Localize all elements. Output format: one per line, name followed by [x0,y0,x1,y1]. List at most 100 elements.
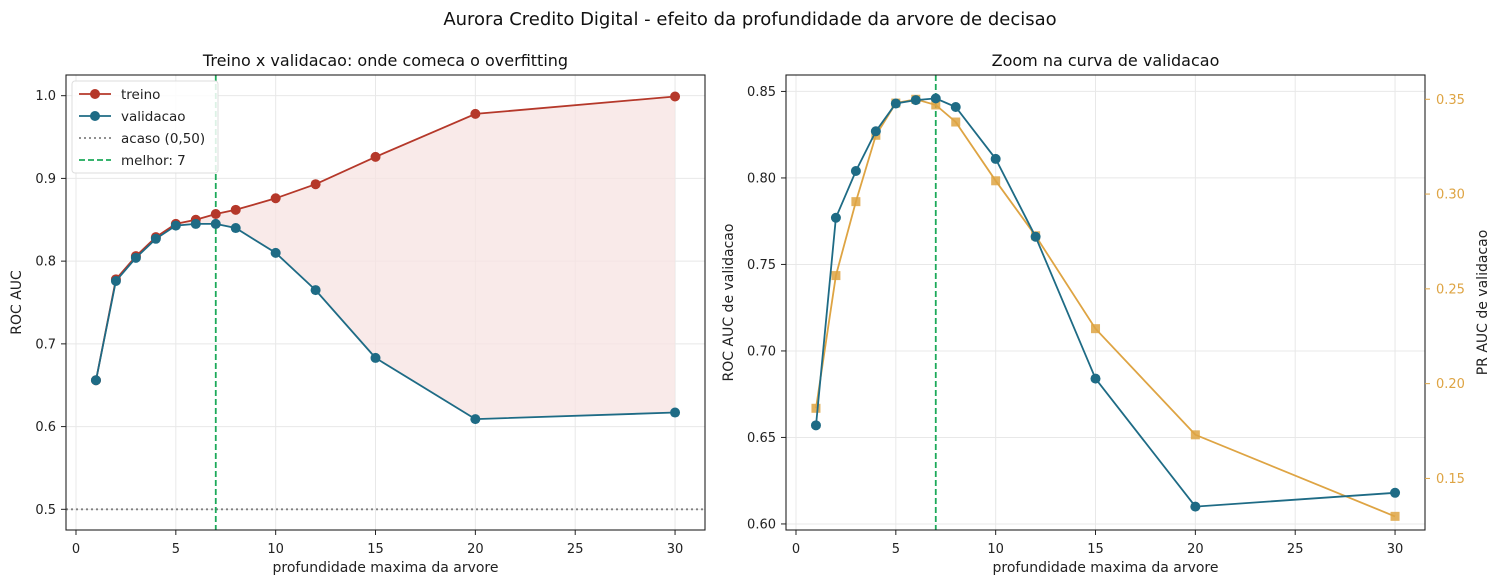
right-x-tick-label: 10 [987,542,1004,557]
point-treino [230,204,241,215]
right-chart-title: Zoom na curva de validacao [992,51,1220,70]
legend: treino validacao acaso (0,50) melhor: 7 [71,80,219,174]
point-validacao [130,252,141,263]
legend-acaso-label: acaso (0,50) [121,131,205,147]
right-y2-tick-label: 0.20 [1436,377,1465,392]
legend-box [71,80,219,174]
left-y-tick-label: 0.8 [35,255,56,270]
right-x-tick-label: 5 [892,542,900,557]
point-pr-auc [851,197,861,207]
chart-right: Zoom na curva de validacao 0 5 10 15 20 25 30 … [721,51,1491,576]
point-roc-auc [870,126,881,137]
right-y-tick-label: 0.85 [747,85,776,100]
left-y-axis-label: ROC AUC [9,270,25,335]
figure-title: Aurora Credito Digital - efeito da profu… [443,9,1056,30]
right-y-tick-label: 0.75 [747,258,776,273]
legend-item-validacao: validacao [79,109,186,125]
right-x-ticks: 0 5 10 15 20 25 30 [792,530,1403,557]
point-treino [310,179,321,190]
legend-melhor-label: melhor: 7 [121,153,186,169]
point-validacao [170,220,181,231]
right-x-tick-label: 30 [1387,542,1404,557]
legend-validacao-label: validacao [121,109,186,125]
point-validacao [670,407,681,418]
right-y-tick-label: 0.70 [747,344,776,359]
right-x-tick-label: 25 [1287,542,1304,557]
right-x-tick-label: 15 [1087,542,1104,557]
right-y-axis-label: ROC AUC de validacao [721,224,737,382]
left-x-tick-label: 0 [72,542,80,557]
point-validacao [370,352,381,363]
point-treino [270,193,281,204]
train-validation-gap-area [96,96,675,420]
right-x-tick-label: 0 [792,542,800,557]
right-x-axis-label: profundidade maxima da arvore [993,560,1219,576]
left-y-tick-label: 0.7 [35,337,56,352]
right-y2-tick-label: 0.30 [1436,188,1465,203]
point-treino [670,91,681,102]
point-validacao [150,233,161,244]
point-validacao [90,375,101,386]
legend-item-melhor: melhor: 7 [79,153,186,169]
right-y-tick-label: 0.80 [747,171,776,186]
point-pr-auc [951,117,961,127]
point-validacao [210,218,221,229]
point-roc-auc [810,420,821,431]
point-roc-auc [990,153,1001,164]
point-roc-auc [850,166,861,177]
left-x-axis-label: profundidade maxima da arvore [273,560,499,576]
right-y2-axis-label: PR AUC de validacao [1475,230,1491,376]
point-treino [370,151,381,162]
chart-left: Treino x validacao: onde comeca o overfi… [9,51,706,576]
point-validacao [110,275,121,286]
left-x-tick-label: 20 [467,542,484,557]
left-y-tick-label: 0.6 [35,420,56,435]
point-validacao [470,414,481,425]
right-grid [786,75,1425,530]
point-roc-auc [830,212,841,223]
point-pr-auc [1091,324,1101,334]
point-pr-auc [811,403,821,413]
right-y-tick-label: 0.60 [747,517,776,532]
right-y2-tick-label: 0.25 [1436,282,1465,297]
right-x-tick-label: 20 [1187,542,1204,557]
right-series [810,93,1401,521]
left-x-ticks: 0 5 10 15 20 25 30 [72,530,683,557]
point-validacao [270,247,281,258]
right-y-ticks: 0.60 0.65 0.70 0.75 0.80 0.85 [747,85,786,532]
left-y-tick-label: 0.9 [35,172,56,187]
point-roc-auc [1090,373,1101,384]
point-pr-auc [1190,430,1200,440]
point-roc-auc [950,102,961,113]
point-pr-auc [991,176,1001,186]
legend-item-acaso: acaso (0,50) [79,131,205,147]
point-roc-auc [930,93,941,104]
legend-item-treino: treino [79,87,160,103]
right-y-tick-label: 0.65 [747,431,776,446]
left-y-tick-label: 0.5 [35,503,56,518]
point-treino [210,208,221,219]
point-roc-auc [1030,231,1041,242]
right-y2-tick-label: 0.35 [1436,93,1465,108]
point-pr-auc [1390,511,1400,521]
line-roc-auc [815,97,1396,508]
point-treino [470,108,481,119]
point-roc-auc [910,95,921,106]
point-roc-auc [1190,501,1201,512]
legend-validacao-marker [90,111,100,121]
point-validacao [310,285,321,296]
point-roc-auc [890,98,901,109]
left-x-tick-label: 5 [172,542,180,557]
point-validacao [190,218,201,229]
right-y2-tick-label: 0.15 [1436,472,1465,487]
point-pr-auc [831,271,841,281]
legend-treino-marker [90,89,100,99]
point-pr-auc [931,100,941,110]
point-validacao [230,223,241,234]
right-y2-ticks: 0.15 0.20 0.25 0.30 0.35 [1425,93,1465,487]
left-x-tick-label: 15 [367,542,384,557]
point-roc-auc [1390,487,1401,498]
left-y-ticks: 0.5 0.6 0.7 0.8 0.9 1.0 [35,89,66,518]
left-x-tick-label: 25 [567,542,584,557]
